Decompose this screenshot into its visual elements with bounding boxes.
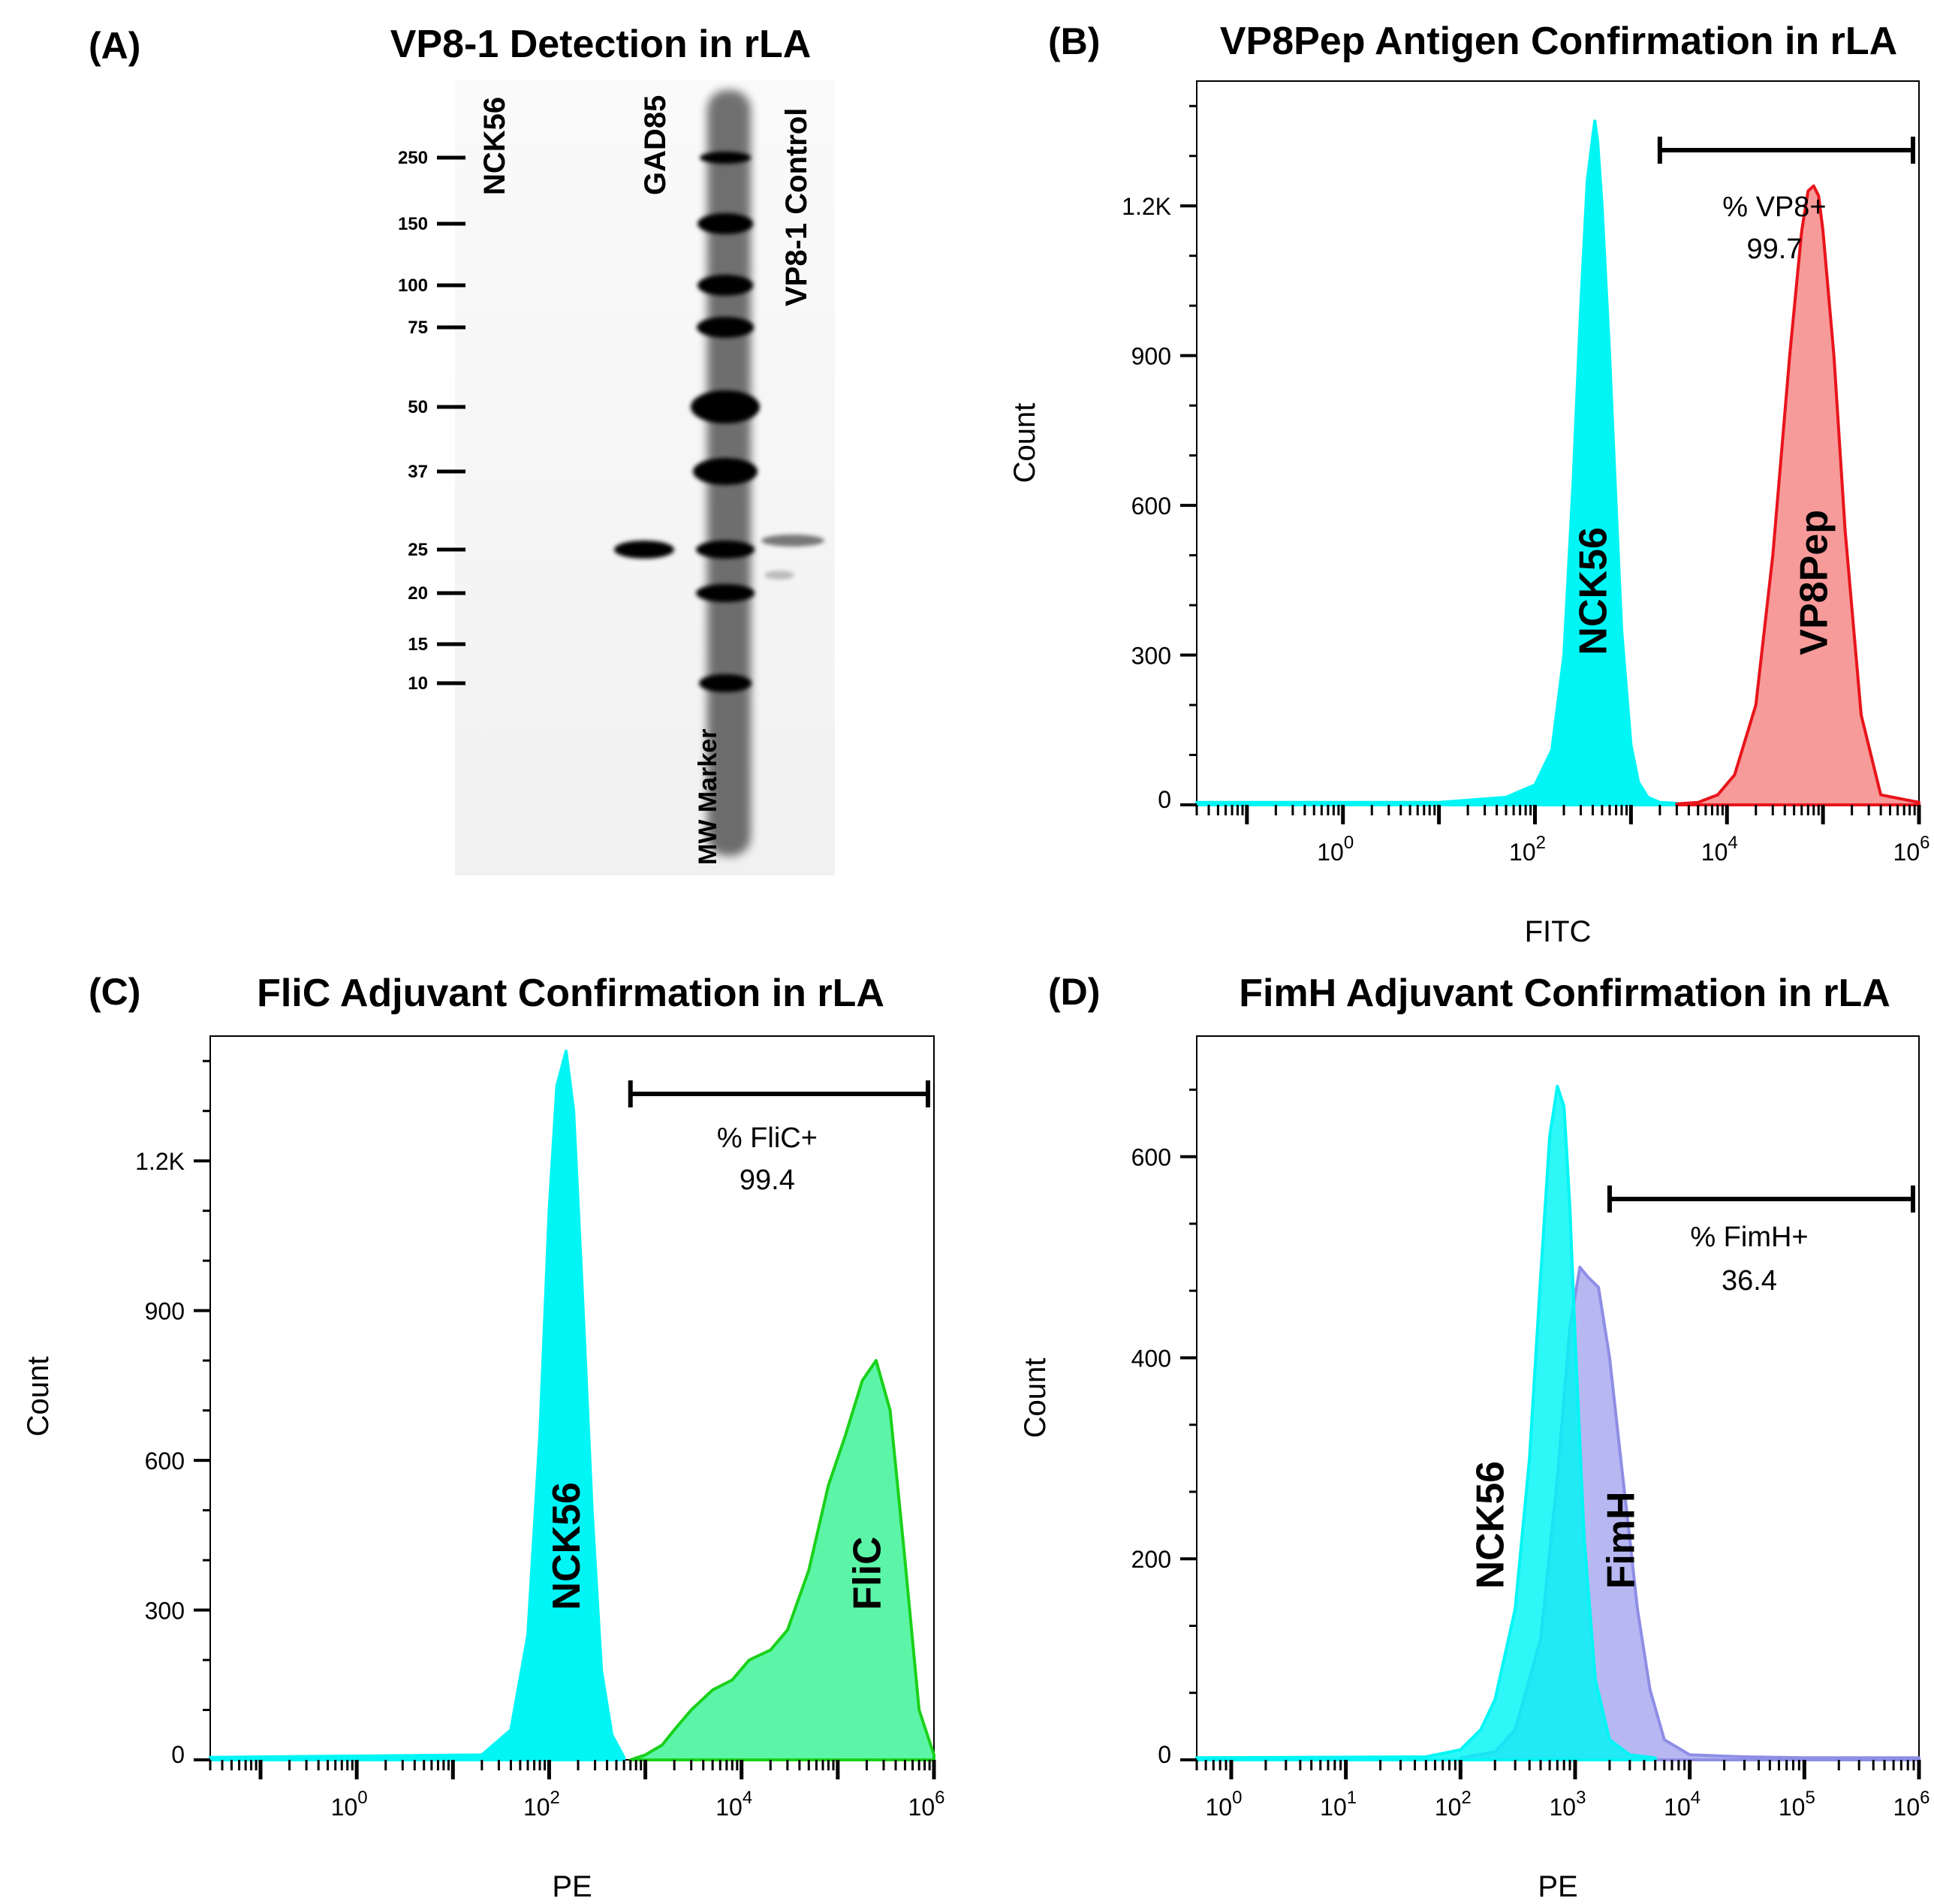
panel-c-title: FliC Adjuvant Confirmation in rLA: [257, 972, 884, 1015]
mw-label-50: 50: [408, 397, 428, 417]
mw-label-20: 20: [408, 583, 428, 604]
panel-d-x-axis-title: PE: [1538, 1870, 1577, 1903]
panel-c-x-tick-label-1e6: 106: [908, 1788, 945, 1821]
panel-c-x-tick-label-1e4: 104: [715, 1788, 752, 1821]
panel-c-y-tick-label-1-2k: 1.2K: [135, 1148, 185, 1175]
panel-b-label-vp8pep: VP8Pep: [1793, 510, 1836, 655]
panel-d-x-tick-label-1e0: 100: [1205, 1788, 1242, 1821]
mw-label-100: 100: [398, 276, 428, 296]
panel-c-x-tick-label-1e2: 102: [523, 1788, 560, 1821]
panel-c-gate-value: 99.4: [740, 1164, 795, 1196]
panel-d-x-tick-label-1e6: 106: [1893, 1788, 1930, 1821]
panel-b-series-nck56: [1195, 119, 1679, 806]
panel-c-histogram: (C) FliC Adjuvant Confirmation in rLA NCK5…: [22, 971, 944, 1903]
marker-band-25: [696, 541, 755, 559]
mw-label-75: 75: [408, 318, 428, 338]
panel-c-series-flic: [628, 1359, 935, 1761]
panel-b-y-tick-label-1-2k: 1.2K: [1122, 193, 1171, 220]
panel-d-label-fimh: FimH: [1600, 1491, 1643, 1589]
panel-c-y-tick-label-0: 0: [171, 1741, 185, 1768]
band-gad85: [614, 541, 674, 559]
mw-label-250: 250: [398, 148, 428, 168]
mw-ladder: 250 150 100 75 50 37 25 20 15 10: [398, 148, 465, 694]
panel-b-x-tick-label-1e2: 102: [1509, 833, 1546, 866]
lane-label-gad85: GAD85: [639, 95, 672, 195]
lane-label-nck56: NCK56: [478, 97, 511, 195]
panel-b-y-tick-label-300: 300: [1131, 643, 1171, 670]
mw-label-150: 150: [398, 214, 428, 234]
panel-d-gate-label: % FimH+: [1690, 1222, 1808, 1253]
panel-d-x-tick-label-1e1: 101: [1320, 1788, 1357, 1821]
panel-d-y-tick-label-0: 0: [1158, 1741, 1171, 1768]
lane-label-mw-marker: MW Marker: [694, 729, 722, 865]
mw-label-37: 37: [408, 462, 428, 482]
mw-label-15: 15: [408, 634, 428, 655]
panel-d-x-tick-label-1e5: 105: [1779, 1788, 1815, 1821]
panel-a-title: VP8-1 Detection in rLA: [390, 23, 812, 66]
panel-c-label-flic: FliC: [845, 1536, 889, 1610]
panel-d-y-tick-label-200: 200: [1131, 1546, 1171, 1573]
panel-c-x-tick-label-1e0: 100: [331, 1788, 368, 1821]
panel-c-y-tick-label-900: 900: [145, 1298, 185, 1325]
panel-d-x-tick-label-1e3: 103: [1550, 1788, 1586, 1821]
band-vp8-1-control: [761, 535, 824, 547]
panel-d-y-tick-label-600: 600: [1131, 1144, 1171, 1171]
marker-band-100: [697, 275, 753, 296]
panel-d-title: FimH Adjuvant Confirmation in rLA: [1239, 972, 1890, 1015]
panel-d-histogram: (D) FimH Adjuvant Confirmation in rLA FimH…: [1019, 971, 1929, 1903]
band-vp8-1-control-faint: [764, 571, 794, 580]
panel-c-y-axis-title: Count: [22, 1357, 55, 1437]
panel-c-tag: (C): [89, 971, 140, 1013]
marker-band-37: [693, 458, 758, 485]
lane-label-vp8-1-control: VP8-1 Control: [780, 108, 813, 306]
panel-d-series-nck56: [1195, 1084, 1657, 1761]
marker-band-150: [697, 213, 753, 234]
panel-b-x-tick-label-1e6: 106: [1893, 833, 1930, 866]
panel-b-x-tick-label-1e0: 100: [1317, 833, 1354, 866]
mw-label-25: 25: [408, 540, 428, 560]
panel-b-y-tick-label-900: 900: [1131, 343, 1171, 370]
panel-b-y-tick-label-0: 0: [1158, 786, 1171, 813]
panel-a-tag: (A): [89, 25, 140, 67]
panel-b-histogram: (B) VP8Pep Antigen Confirmation in rLA NCK…: [1008, 20, 1929, 948]
panel-d-x-tick-label-1e2: 102: [1435, 1788, 1472, 1821]
panel-b-title: VP8Pep Antigen Confirmation in rLA: [1220, 20, 1897, 63]
panel-c-gate-label: % FliC+: [717, 1122, 818, 1154]
panel-d-y-axis-title: Count: [1019, 1358, 1052, 1439]
panel-a-western-blot: (A) VP8-1 Detection in rLA 250 150 100 75 50…: [89, 23, 835, 875]
panel-b-label-nck56: NCK56: [1572, 527, 1616, 655]
panel-d-gate-value: 36.4: [1722, 1265, 1777, 1297]
panel-c-series-nck56: [209, 1049, 626, 1761]
panel-d-y-tick-label-400: 400: [1131, 1345, 1171, 1372]
panel-b-tag: (B): [1048, 20, 1100, 62]
panel-b-y-tick-label-600: 600: [1131, 493, 1171, 520]
panel-b-series-vp8pep: [1675, 184, 1920, 806]
marker-band-250: [700, 152, 751, 164]
panel-d-x-tick-label-1e4: 104: [1664, 1788, 1701, 1821]
marker-bands: [691, 152, 760, 692]
panel-c-y-tick-label-600: 600: [145, 1448, 185, 1475]
marker-band-75: [697, 317, 754, 338]
panel-c-y-tick-label-300: 300: [145, 1598, 185, 1625]
mw-label-10: 10: [408, 673, 428, 694]
panel-d-tag: (D): [1048, 971, 1100, 1013]
panel-b-x-axis-title: FITC: [1525, 915, 1592, 948]
marker-band-50: [691, 390, 760, 423]
panel-b-gate-label: % VP8+: [1722, 191, 1826, 223]
panel-d-label-nck56: NCK56: [1469, 1461, 1512, 1589]
marker-band-20: [696, 584, 755, 602]
blot-membrane: [455, 80, 835, 875]
panel-c-label-nck56: NCK56: [545, 1482, 589, 1610]
panel-b-x-tick-label-1e4: 104: [1701, 833, 1738, 866]
panel-b-gate-value: 99.7: [1746, 233, 1802, 265]
marker-band-10: [699, 674, 752, 692]
panel-c-x-axis-title: PE: [552, 1870, 592, 1903]
panel-b-y-axis-title: Count: [1008, 403, 1041, 484]
